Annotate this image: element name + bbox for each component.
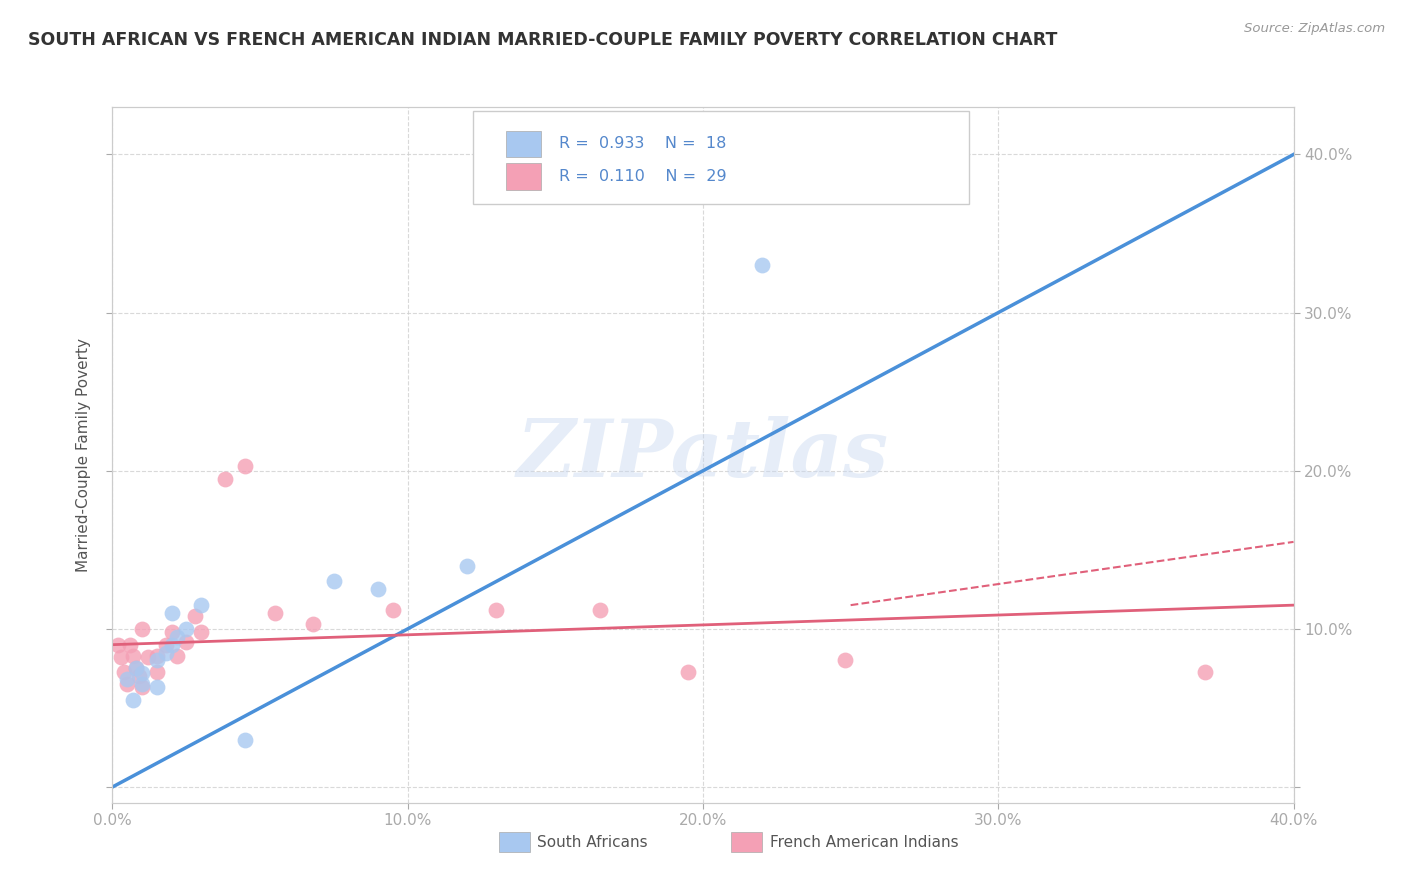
Point [155, 646, 177, 660]
Point [131, 622, 153, 636]
Point [456, 558, 478, 573]
Text: R =  0.933    N =  18: R = 0.933 N = 18 [560, 136, 727, 152]
Point [146, 648, 169, 663]
Point [160, 606, 183, 620]
Point [751, 258, 773, 272]
Text: SOUTH AFRICAN VS FRENCH AMERICAN INDIAN MARRIED-COUPLE FAMILY POVERTY CORRELATIO: SOUTH AFRICAN VS FRENCH AMERICAN INDIAN … [28, 31, 1057, 49]
Point [117, 673, 138, 687]
Point [120, 638, 142, 652]
Text: ZIPatlas: ZIPatlas [517, 417, 889, 493]
Point [107, 638, 129, 652]
Point [485, 603, 508, 617]
Text: R =  0.110    N =  29: R = 0.110 N = 29 [560, 169, 727, 184]
Point [166, 630, 188, 644]
Point [136, 650, 159, 665]
Point [125, 661, 148, 675]
Point [323, 574, 346, 589]
Point [125, 661, 148, 675]
Point [184, 609, 207, 624]
Point [190, 625, 212, 640]
Point [678, 665, 700, 679]
Point [122, 693, 145, 707]
FancyBboxPatch shape [472, 111, 969, 204]
Point [233, 458, 256, 473]
Point [1194, 665, 1216, 679]
Point [166, 648, 188, 663]
Point [160, 625, 183, 640]
Point [131, 681, 153, 695]
Point [146, 681, 169, 695]
Point [367, 582, 389, 597]
Point [190, 598, 212, 612]
Bar [506, 131, 541, 157]
Point [122, 648, 145, 663]
Point [174, 622, 197, 636]
Point [302, 617, 325, 632]
Point [834, 653, 856, 667]
Text: French American Indians: French American Indians [770, 835, 959, 849]
Point [174, 634, 197, 648]
Point [117, 677, 138, 691]
Point [146, 653, 169, 667]
Y-axis label: Married-Couple Family Poverty: Married-Couple Family Poverty [76, 338, 91, 572]
Point [146, 665, 169, 679]
Point [110, 650, 132, 665]
Point [233, 732, 256, 747]
Text: Source: ZipAtlas.com: Source: ZipAtlas.com [1244, 22, 1385, 36]
Point [382, 603, 405, 617]
Point [214, 472, 236, 486]
Point [112, 665, 135, 679]
Point [128, 669, 150, 683]
Point [131, 666, 153, 681]
Text: South Africans: South Africans [537, 835, 648, 849]
Point [131, 677, 153, 691]
Bar [506, 163, 541, 190]
Point [155, 638, 177, 652]
Point [264, 606, 287, 620]
Point [588, 603, 610, 617]
Point [160, 638, 183, 652]
